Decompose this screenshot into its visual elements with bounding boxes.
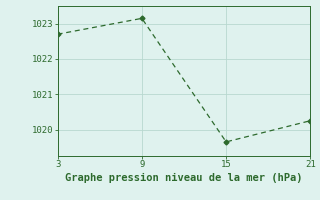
X-axis label: Graphe pression niveau de la mer (hPa): Graphe pression niveau de la mer (hPa)	[65, 173, 303, 183]
